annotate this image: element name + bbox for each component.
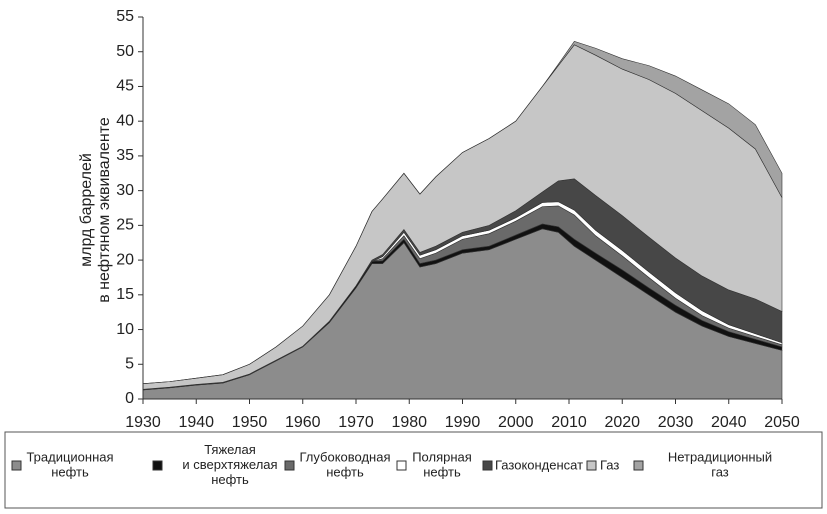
x-tick-label: 2000 [498,414,534,431]
legend-swatch [396,460,407,471]
legend-box [4,431,823,509]
x-tick-label: 2050 [764,414,800,431]
legend-swatch [482,460,493,471]
y-tick-label: 10 [116,321,134,338]
x-tick-label: 1940 [178,414,214,431]
legend-swatch [633,460,644,471]
y-tick-label: 5 [125,355,134,372]
area [142,40,783,385]
y-tick-label: 0 [125,390,134,407]
y-tick-label: 40 [116,112,134,129]
y-tick-label: 55 [116,8,134,25]
x-tick-label: 1990 [445,414,481,431]
y-axis-label: млрд баррелейв нефтяном эквиваленте [78,117,113,303]
legend-label: Нетрадиционный газ [668,450,772,480]
x-tick-label: 1960 [285,414,321,431]
x-tick-label: 2030 [658,414,694,431]
x-tick-label: 1930 [125,414,161,431]
y-tick-label: 25 [116,217,134,234]
legend-swatch [284,460,295,471]
legend-label: Газоконденсат [495,457,583,472]
x-tick-label: 1950 [232,414,268,431]
x-tick-label: 2020 [604,414,640,431]
legend-swatch [11,460,22,471]
y-tick-label: 45 [116,78,134,95]
legend-swatch [586,460,597,471]
x-tick-label: 1970 [338,414,374,431]
x-tick-label: 1980 [391,414,427,431]
legend-label: Тяжелая и сверхтяжелая нефть [182,442,277,487]
y-tick-label: 15 [116,286,134,303]
legend-label: Полярная нефть [412,450,472,480]
y-tick-label: 35 [116,147,134,164]
x-tick-label: 2040 [711,414,747,431]
legend-label: Традиционная нефть [26,450,113,480]
legend-label: Глубоководная нефть [299,450,390,480]
legend-label: Газ [600,457,619,472]
y-tick-label: 20 [116,251,134,268]
legend-swatch [152,460,163,471]
y-tick-label: 30 [116,182,134,199]
y-tick-label: 50 [116,43,134,60]
x-tick-label: 2010 [551,414,587,431]
